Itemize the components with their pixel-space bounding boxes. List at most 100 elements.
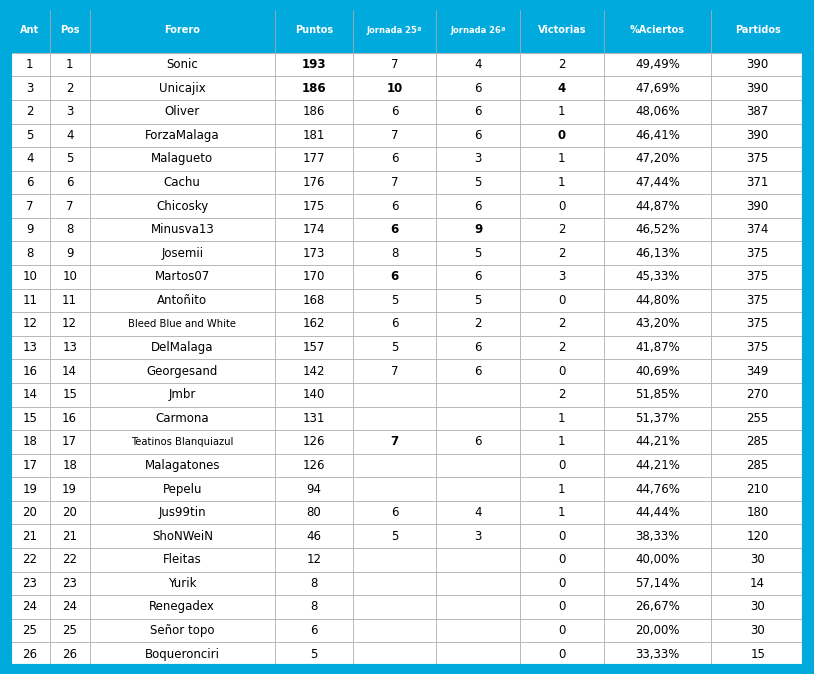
Bar (50, 359, 90, 383)
Bar (436, 312, 520, 336)
Text: Teatinos Blanquiazul: Teatinos Blanquiazul (131, 437, 234, 447)
Bar (352, 336, 436, 359)
Text: Georgesand: Georgesand (147, 365, 218, 377)
Text: Josemii: Josemii (161, 247, 204, 259)
Text: 16: 16 (22, 365, 37, 377)
Bar (352, 53, 436, 76)
Text: 126: 126 (303, 435, 325, 448)
Bar (275, 477, 352, 501)
Text: 9: 9 (66, 247, 73, 259)
Text: 4: 4 (558, 82, 566, 94)
Bar (90, 288, 275, 312)
Text: 162: 162 (303, 317, 325, 330)
Bar (10, 406, 50, 430)
Bar (711, 265, 804, 288)
Bar (520, 147, 604, 171)
Text: 6: 6 (391, 105, 398, 118)
Bar (90, 642, 275, 666)
Bar (50, 218, 90, 241)
Bar (604, 194, 711, 218)
Text: Ant: Ant (20, 26, 39, 36)
Text: Victorias: Victorias (538, 26, 586, 36)
Bar (275, 312, 352, 336)
Text: 170: 170 (303, 270, 325, 283)
Text: 41,87%: 41,87% (635, 341, 680, 354)
Bar (604, 572, 711, 595)
Bar (520, 454, 604, 477)
Text: 173: 173 (303, 247, 325, 259)
Bar (50, 454, 90, 477)
Bar (90, 53, 275, 76)
Text: 25: 25 (22, 624, 37, 637)
Bar (604, 477, 711, 501)
Text: 180: 180 (746, 506, 768, 519)
Bar (711, 8, 804, 53)
Bar (711, 454, 804, 477)
Text: 375: 375 (746, 152, 768, 165)
Text: 17: 17 (22, 459, 37, 472)
Bar (711, 548, 804, 572)
Text: 20: 20 (62, 506, 77, 519)
Bar (50, 8, 90, 53)
Bar (520, 76, 604, 100)
Bar (50, 265, 90, 288)
Text: 8: 8 (310, 577, 317, 590)
Text: 8: 8 (26, 247, 33, 259)
Text: Jornada 25ª: Jornada 25ª (367, 26, 422, 35)
Text: 210: 210 (746, 483, 769, 495)
Bar (520, 501, 604, 524)
Text: 6: 6 (391, 317, 398, 330)
Text: 51,85%: 51,85% (635, 388, 680, 401)
Bar (50, 53, 90, 76)
Bar (90, 336, 275, 359)
Bar (604, 288, 711, 312)
Bar (10, 241, 50, 265)
Bar (352, 619, 436, 642)
Text: 0: 0 (558, 553, 566, 566)
Bar (90, 100, 275, 123)
Bar (352, 595, 436, 619)
Bar (711, 477, 804, 501)
Bar (90, 406, 275, 430)
Text: 120: 120 (746, 530, 769, 543)
Text: 44,80%: 44,80% (635, 294, 680, 307)
Bar (352, 147, 436, 171)
Text: 0: 0 (558, 294, 566, 307)
Bar (604, 406, 711, 430)
Bar (10, 312, 50, 336)
Text: 2: 2 (26, 105, 33, 118)
Bar (50, 194, 90, 218)
Text: 44,87%: 44,87% (635, 200, 680, 212)
Bar (520, 194, 604, 218)
Bar (275, 642, 352, 666)
Bar (520, 53, 604, 76)
Bar (520, 8, 604, 53)
Text: 2: 2 (558, 388, 566, 401)
Bar (711, 194, 804, 218)
Bar (50, 100, 90, 123)
Text: Jornada 26ª: Jornada 26ª (450, 26, 506, 35)
Bar (275, 123, 352, 147)
Text: 19: 19 (22, 483, 37, 495)
Bar (711, 123, 804, 147)
Bar (275, 53, 352, 76)
Bar (604, 8, 711, 53)
Text: 6: 6 (391, 270, 399, 283)
Bar (711, 218, 804, 241)
Bar (436, 171, 520, 194)
Text: Antoñito: Antoñito (157, 294, 208, 307)
Text: 7: 7 (391, 129, 398, 142)
Bar (275, 76, 352, 100)
Bar (520, 241, 604, 265)
Bar (711, 100, 804, 123)
Bar (352, 501, 436, 524)
Bar (90, 123, 275, 147)
Bar (90, 8, 275, 53)
Bar (275, 8, 352, 53)
Text: 140: 140 (303, 388, 325, 401)
Text: 387: 387 (746, 105, 768, 118)
Bar (10, 454, 50, 477)
Text: 26: 26 (22, 648, 37, 661)
Text: 19: 19 (62, 483, 77, 495)
Text: 24: 24 (62, 601, 77, 613)
